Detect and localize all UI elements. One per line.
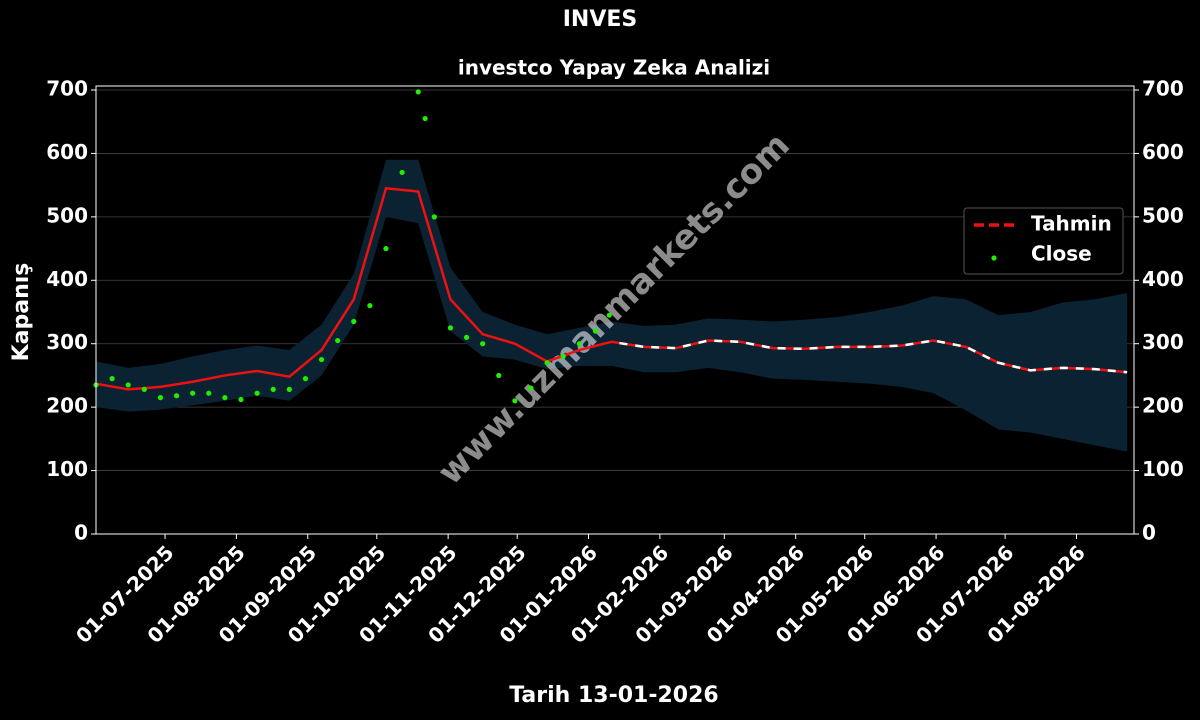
close-point: [286, 386, 292, 392]
close-point: [335, 337, 341, 344]
close-point: [318, 356, 325, 363]
close-point: [383, 245, 389, 252]
y-tick-label: 600: [46, 140, 88, 164]
legend-box: [963, 207, 1124, 275]
close-point: [431, 214, 437, 220]
y-tick-label: 700: [46, 77, 88, 101]
y2-tick-label: 500: [1142, 203, 1184, 227]
close-point: [238, 396, 244, 403]
y2-tick-label: 600: [1142, 140, 1184, 164]
close-point: [447, 325, 454, 331]
y-axis-label: Kapanış: [9, 263, 34, 362]
y2-tick-label: 200: [1142, 394, 1184, 418]
y2-tick-label: 400: [1142, 267, 1184, 291]
close-point: [480, 341, 486, 347]
legend-label: Close: [1031, 242, 1092, 266]
close-point: [125, 382, 131, 388]
confidence-band: [96, 159, 1128, 452]
y2-tick-label: 100: [1142, 457, 1184, 481]
close-point: [109, 376, 115, 382]
close-point: [206, 390, 212, 396]
close-point: [254, 390, 260, 396]
close-point: [560, 353, 566, 359]
y-tick-label: 300: [46, 330, 88, 354]
close-point: [592, 328, 599, 334]
close-point: [222, 395, 228, 401]
close-point: [512, 398, 518, 404]
close-point: [528, 385, 534, 391]
legend-swatch: [991, 255, 997, 261]
legend-label: Tahmin: [1031, 212, 1112, 236]
close-point: [606, 312, 612, 318]
close-point: [496, 372, 502, 379]
plot-frame: [95, 85, 1135, 535]
y2-tick-label: 700: [1142, 77, 1184, 101]
close-point: [463, 334, 470, 340]
x-axis-label: Tarih 13-01-2026: [509, 683, 718, 708]
y-tick-label: 100: [46, 457, 88, 481]
close-point: [415, 89, 421, 95]
y-tick-label: 400: [46, 267, 88, 291]
close-point: [576, 341, 582, 347]
chart-title: INVES: [563, 7, 638, 32]
close-point: [544, 360, 550, 366]
watermark: www.uzmanmarkets.com: [430, 125, 798, 493]
y-tick-label: 500: [46, 203, 88, 227]
close-point: [399, 169, 405, 176]
y-tick-label: 0: [74, 521, 88, 545]
close-point: [302, 376, 309, 382]
chart-subtitle: investco Yapay Zeka Analizi: [458, 56, 770, 80]
y-tick-label: 200: [46, 394, 88, 418]
close-point: [190, 390, 196, 396]
close-point: [351, 318, 357, 325]
close-point: [422, 115, 428, 122]
y2-tick-label: 0: [1142, 521, 1156, 545]
close-point: [173, 393, 180, 399]
y2-tick-label: 300: [1142, 330, 1184, 354]
close-point: [367, 303, 373, 309]
close-point: [270, 386, 276, 392]
close-point: [157, 395, 164, 401]
close-point: [141, 386, 147, 392]
